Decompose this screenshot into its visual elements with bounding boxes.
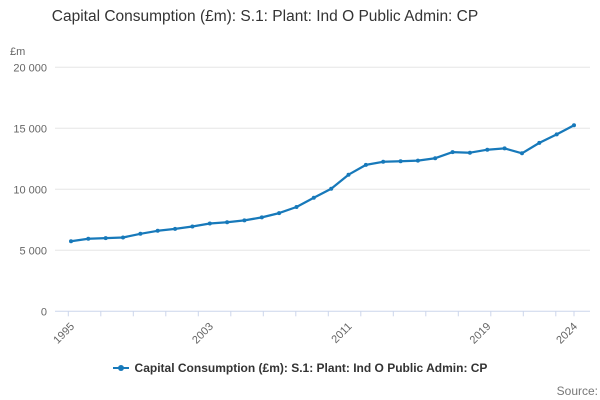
data-point[interactable] [502, 146, 507, 151]
y-axis-tick-label: 0 [41, 306, 47, 318]
data-point[interactable] [259, 215, 264, 220]
source-label: Source: [556, 384, 598, 398]
data-point[interactable] [207, 221, 212, 226]
data-point[interactable] [86, 236, 91, 241]
data-point[interactable] [242, 218, 247, 223]
data-point[interactable] [329, 186, 334, 191]
data-line[interactable] [69, 124, 576, 243]
y-axis-tick-label: 20 000 [13, 62, 47, 74]
data-point[interactable] [69, 239, 73, 244]
data-point[interactable] [415, 158, 420, 163]
x-axis-tick-label: 2011 [329, 321, 354, 346]
data-point[interactable] [450, 150, 455, 155]
x-axis-tick-label: 2003 [190, 321, 216, 347]
data-point[interactable] [138, 231, 143, 236]
legend-item[interactable]: Capital Consumption (£m): S.1: Plant: In… [0, 361, 600, 375]
legend-line-marker-icon [112, 364, 129, 372]
data-point[interactable] [173, 226, 178, 231]
data-point[interactable] [520, 151, 524, 156]
x-axis-tick-label: 2024 [554, 321, 580, 347]
x-axis-tick-label: 2019 [468, 321, 494, 347]
data-point[interactable] [433, 156, 438, 161]
y-axis-unit-label: £m [10, 46, 26, 58]
legend-marker-dot [117, 365, 124, 371]
data-point[interactable] [398, 159, 403, 164]
data-point[interactable] [294, 205, 299, 209]
data-point[interactable] [190, 224, 195, 229]
y-axis-tick-label: 5 000 [19, 245, 47, 257]
data-point[interactable] [311, 195, 316, 200]
data-point[interactable] [537, 140, 542, 145]
data-point[interactable] [381, 159, 386, 164]
data-point[interactable] [277, 211, 282, 216]
data-point[interactable] [554, 132, 559, 137]
data-point[interactable] [467, 150, 472, 155]
legend-label: Capital Consumption (£m): S.1: Plant: In… [134, 361, 488, 375]
data-point[interactable] [572, 123, 576, 128]
data-point[interactable] [363, 162, 368, 167]
data-point[interactable] [155, 228, 160, 233]
data-point[interactable] [485, 147, 490, 152]
data-point[interactable] [225, 220, 230, 225]
data-point[interactable] [103, 236, 108, 241]
y-axis-tick-label: 10 000 [13, 184, 47, 196]
x-axis-tick-label: 1995 [51, 321, 77, 347]
y-axis-tick-label: 15 000 [13, 123, 47, 135]
chart-title: Capital Consumption (£m): S.1: Plant: In… [51, 8, 479, 25]
data-point[interactable] [346, 172, 351, 177]
data-point[interactable] [121, 235, 125, 240]
